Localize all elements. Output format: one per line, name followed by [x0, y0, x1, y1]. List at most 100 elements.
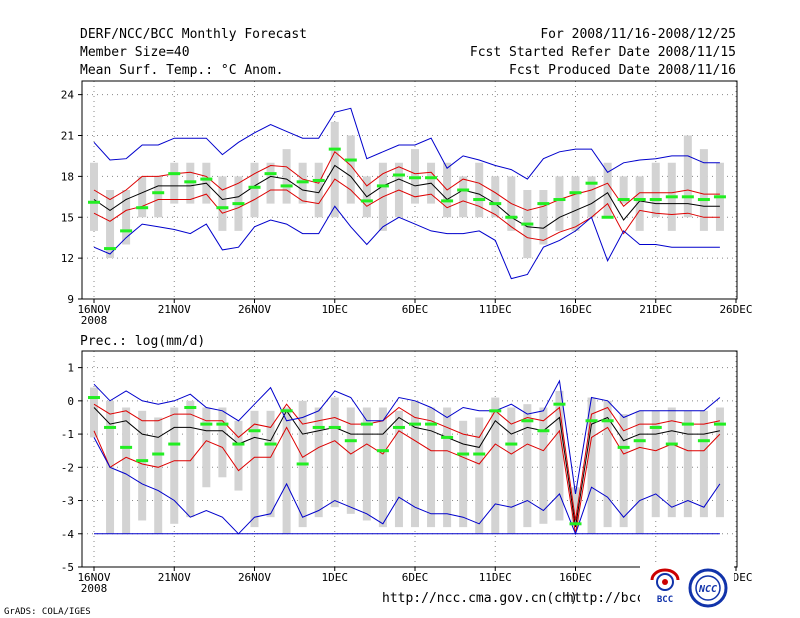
prec-ensemble-marker [200, 422, 213, 426]
prec-ensemble-marker [120, 445, 133, 449]
temp-ensemble-marker [713, 195, 726, 199]
prec-ensemble-marker [425, 422, 438, 426]
prec-range-box [90, 387, 98, 438]
precipitation-panel: -5 -4 -3 -2 -1 0 1 16NOV 21NOV 26NOV 1DEC 6DEC 11DEC… [61, 350, 753, 595]
temp-ensemble-marker [473, 198, 486, 202]
temp-ensemble-marker [441, 199, 454, 203]
prec-ensemble-marker [713, 422, 726, 426]
prec-range-box [443, 407, 452, 528]
temp-range-box [218, 176, 227, 231]
temp-range-box [571, 176, 580, 231]
prec-y-tick-label: 1 [67, 362, 74, 375]
prec-ensemble-marker [344, 439, 357, 443]
prec-range-box [683, 410, 692, 518]
temp-ensemble-marker [120, 229, 133, 233]
prec-range-box [635, 410, 644, 534]
prec-range-box [218, 407, 227, 478]
member-size: Member Size=40 [80, 45, 190, 60]
fcst-produced-date: Fcst Produced Date 2008/11/16 [509, 63, 736, 78]
prec-range-box [523, 404, 532, 528]
temp-ensemble-marker [489, 202, 502, 206]
prec-ensemble-marker [392, 425, 405, 429]
temp-x-tick-label: 21DEC [639, 303, 672, 316]
prec-range-box [427, 407, 436, 528]
temp-ensemble-marker [104, 247, 117, 251]
prec-range-box [619, 414, 628, 528]
temp-range-box [346, 135, 355, 204]
prec-ensemble-marker [264, 442, 277, 446]
prec-range-box [507, 407, 516, 534]
prec-range-box [346, 407, 355, 514]
prec-ensemble-marker [553, 402, 566, 406]
prec-range-box [234, 420, 243, 491]
prec-ensemble-marker [505, 442, 518, 446]
temp-range-box [122, 190, 131, 245]
temp-x-tick-label: 16NOV [77, 303, 110, 316]
prec-range-box [282, 407, 291, 534]
temp-ensemble-marker [457, 188, 470, 192]
prec-range-box [154, 417, 163, 534]
prec-x-tick-label: 16NOV [77, 571, 110, 584]
prec-range-box [539, 407, 548, 524]
temp-x-year-label: 2008 [81, 314, 108, 327]
temp-series-spread [93, 151, 720, 211]
temp-series-extreme [93, 107, 720, 180]
temp-range-box [314, 162, 323, 218]
temp-range-box [587, 176, 596, 218]
prec-range-box [555, 390, 564, 521]
temp-range-box [699, 149, 708, 231]
prec-plot-frame [81, 350, 738, 568]
temp-x-tick-label: 26NOV [238, 303, 271, 316]
prec-range-box [411, 400, 419, 528]
prec-x-year-label: 2008 [81, 582, 108, 595]
prec-ensemble-marker [537, 429, 550, 433]
prec-ensemble-marker [601, 419, 614, 423]
temp-ensemble-marker [601, 215, 614, 219]
temp-ensemble-marker [184, 180, 197, 184]
prec-ensemble-marker [521, 419, 534, 423]
temp-range-box [475, 162, 484, 218]
temp-range-box [250, 162, 259, 218]
prec-ensemble-marker [697, 439, 710, 443]
precip-title: Prec.: log(mm/d) [80, 334, 205, 349]
temp-ensemble-marker [168, 172, 181, 176]
prec-range-box [330, 397, 339, 508]
prec-x-tick-label: 1DEC [322, 571, 349, 584]
temp-ensemble-marker [328, 147, 341, 151]
prec-ensemble-marker [681, 422, 694, 426]
temp-ensemble-marker [376, 184, 389, 188]
prec-x-tick-label: 21NOV [158, 571, 191, 584]
grads-credit: GrADS: COLA/IGES [4, 607, 91, 617]
prec-range-box [250, 410, 259, 528]
prec-range-box [603, 400, 612, 528]
temp-ensemble-marker [649, 198, 662, 202]
prec-range-box [266, 410, 275, 518]
prec-ensemble-marker [360, 422, 373, 426]
temp-ensemble-marker [425, 176, 438, 180]
temp-range-box [282, 149, 291, 204]
temp-y-tick-label: 18 [61, 170, 74, 183]
variable-label: Mean Surf. Temp.: °C Anom. [80, 63, 284, 78]
temp-range-box [154, 176, 163, 218]
temp-ensemble-marker [521, 222, 534, 226]
temp-ensemble-marker [232, 202, 245, 206]
temp-ensemble-marker [569, 191, 582, 195]
temperature-panel: 9 12 15 18 21 24 16NOV 21NOV 26NOV 1DEC 6DEC 11DEC 1… [61, 80, 753, 327]
prec-ensemble-marker [585, 419, 598, 423]
temp-range-box [635, 176, 644, 231]
temp-range-box [170, 162, 179, 204]
temp-range-box [330, 121, 339, 218]
url-bcc: http://bcc.c [566, 591, 660, 606]
prec-range-box [667, 407, 676, 518]
temp-ensemble-marker [200, 177, 213, 181]
prec-range-box [170, 407, 179, 524]
temp-range-box [651, 162, 660, 218]
prec-series-extreme [93, 379, 721, 494]
temp-range-box [683, 135, 692, 218]
prec-range-box [715, 407, 724, 518]
temp-y-tick-label: 9 [67, 293, 74, 306]
temp-ensemble-marker [152, 191, 165, 195]
temp-ensemble-marker [697, 198, 710, 202]
temp-ensemble-marker [136, 206, 149, 210]
